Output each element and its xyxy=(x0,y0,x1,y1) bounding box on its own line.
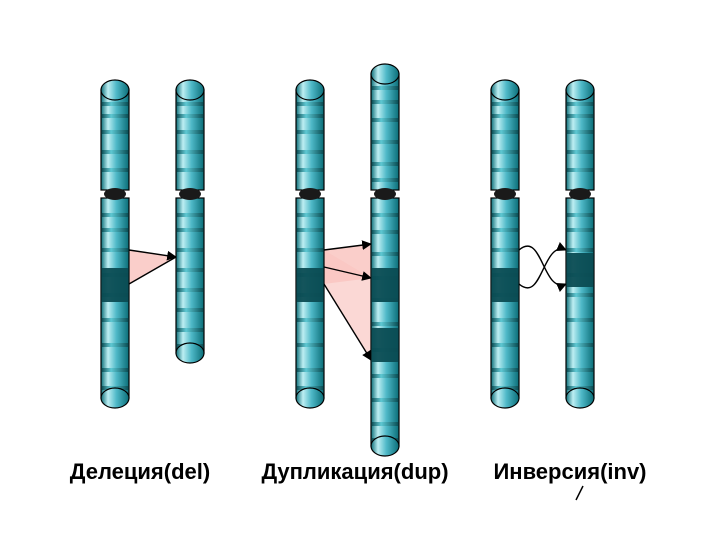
label-duplication-text: Дупликация(dup) xyxy=(261,459,448,484)
label-duplication: Дупликация(dup) xyxy=(245,459,465,485)
label-deletion-text: Делеция(del) xyxy=(70,459,210,484)
label-inversion-text: Инверсия(inv) xyxy=(493,459,646,484)
label-deletion: Делеция(del) xyxy=(30,459,250,485)
label-inversion: Инверсия(inv) xyxy=(460,459,680,485)
